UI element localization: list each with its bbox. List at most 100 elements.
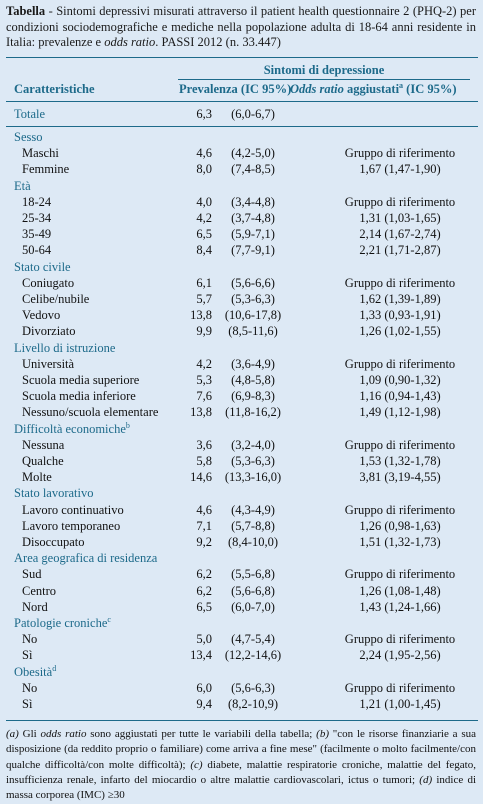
group-header: Obesitàd (14, 664, 56, 680)
row-label: Sud (22, 567, 42, 582)
odds-ratio: Gruppo di riferimento (344, 356, 456, 371)
prevalence: 7,1 (196, 518, 212, 533)
text-run: (IC 95%) (403, 82, 457, 96)
group-name: Livello di istruzione (14, 340, 116, 355)
note-mark: d (52, 663, 57, 673)
group-header: Difficoltà economicheb (14, 421, 130, 437)
prevalence-ci: (5,3-6,3) (231, 292, 275, 306)
rule (6, 101, 478, 102)
row-label: 50-64 (22, 243, 52, 258)
odds-ratio: 1,62 (1,39-1,89) (359, 292, 441, 306)
odds-ratio: 1,26 (0,98-1,63) (359, 518, 441, 533)
group-name: Area geografica di residenza (14, 551, 158, 566)
prevalence-ci: (5,3-6,3) (231, 454, 275, 468)
prevalence-ci: (13,3-16,0) (224, 470, 282, 485)
row-label: Nessuna (22, 437, 65, 452)
prevalence: 14,6 (190, 470, 212, 485)
odds-ratio: Gruppo di riferimento (344, 567, 456, 582)
odds-ratio: Gruppo di riferimento (344, 502, 456, 517)
row-label: Celibe/nubile (22, 292, 90, 306)
row-label: Università (22, 356, 75, 371)
row-label: Sì (22, 697, 33, 711)
prevalence: 4,2 (196, 211, 212, 225)
prevalence-ci: (3,4-4,8) (231, 194, 275, 209)
prevalence: 8,0 (196, 162, 212, 177)
text-run: - Sintomi depressivi misurati attraverso… (6, 4, 476, 49)
text-run: indice di massa corporea (IMC) ≥30 (6, 773, 476, 802)
text-run: sono aggiustati per tutte le variabili d… (86, 728, 317, 740)
row-label: Nord (22, 599, 48, 614)
prevalence: 6,3 (196, 107, 212, 121)
odds-ratio: Gruppo di riferimento (344, 275, 456, 290)
prevalence: 4,6 (196, 502, 212, 517)
text-run: (a) (6, 728, 19, 740)
odds-ratio: 1,26 (1,08-1,48) (359, 583, 441, 598)
row-label: No (22, 632, 38, 647)
group-header: Area geografica di residenza (14, 550, 157, 566)
prevalence-ci: (5,6-6,3) (231, 680, 275, 695)
odds-ratio: 1,26 (1,02-1,55) (359, 324, 441, 339)
prevalence: 7,6 (196, 389, 212, 404)
group-name: Obesità (14, 664, 53, 679)
footnote: (a) Gli odds ratio sono aggiustati per t… (6, 727, 476, 803)
row-label: Centro (22, 583, 57, 598)
prevalence: 6,2 (196, 583, 212, 598)
row-label: Scuola media inferiore (22, 389, 136, 404)
rule (6, 126, 478, 127)
group-header: Patologie cronichec (14, 615, 111, 631)
row-label: Sì (22, 648, 33, 663)
text-run: Tabella (6, 4, 46, 18)
odds-ratio: Gruppo di riferimento (344, 194, 456, 209)
prevalence: 4,6 (196, 146, 212, 161)
prevalence-ci: (8,2-10,9) (228, 697, 278, 711)
odds-ratio: 1,49 (1,12-1,98) (359, 405, 441, 420)
note-mark: b (125, 420, 130, 430)
table-title: Tabella - Sintomi depressivi misurati at… (6, 4, 476, 51)
odds-ratio: 1,21 (1,00-1,45) (359, 697, 441, 711)
row-label: Maschi (22, 146, 59, 161)
prevalence-ci: (12,2-14,6) (224, 648, 282, 663)
text-run: (d) (419, 773, 433, 786)
odds-ratio: 1,31 (1,03-1,65) (359, 211, 441, 225)
column-header: Odds ratio aggiustatia (IC 95%) (290, 81, 457, 97)
group-header: Sesso (14, 129, 42, 145)
row-label: Lavoro continuativo (22, 502, 124, 517)
text-run: (c) (190, 758, 203, 771)
prevalence-ci: (3,7-4,8) (231, 211, 275, 225)
prevalence-ci: (8,5-11,6) (228, 324, 278, 339)
odds-ratio: Gruppo di riferimento (344, 680, 456, 695)
row-label: Nessuno/scuola elementare (22, 405, 159, 420)
row-label: Scuola media superiore (22, 373, 140, 387)
prevalence: 8,4 (196, 243, 212, 258)
row-label: Divorziato (22, 324, 76, 339)
prevalence: 9,4 (196, 697, 212, 711)
text-run: odds ratio (40, 728, 87, 740)
text-run: Odds ratio (290, 82, 344, 96)
odds-ratio: Gruppo di riferimento (344, 146, 456, 161)
odds-ratio: 2,14 (1,67-2,74) (359, 227, 441, 242)
text-run: "con le risorse finanziarie a sua dispos… (6, 728, 476, 771)
odds-ratio: 2,24 (1,95-2,56) (359, 648, 441, 663)
prevalence-ci: (4,2-5,0) (231, 146, 275, 161)
prevalence-ci: (6,0-6,7) (231, 107, 275, 121)
row-label: Vedovo (22, 308, 61, 323)
odds-ratio: 1,43 (1,24-1,66) (359, 599, 441, 614)
odds-ratio: 1,33 (0,93-1,91) (359, 308, 441, 323)
prevalence-ci: (7,4-8,5) (231, 162, 275, 177)
prevalence-ci: (7,7-9,1) (231, 243, 275, 258)
prevalence-ci: (11,8-16,2) (225, 405, 281, 420)
prevalence: 13,4 (190, 648, 212, 663)
row-label: 35-49 (22, 227, 52, 242)
prevalence: 5,0 (196, 632, 212, 647)
row-label: Totale (14, 107, 46, 121)
odds-ratio: Gruppo di riferimento (344, 437, 456, 452)
group-name: Età (14, 178, 31, 193)
prevalence-ci: (5,6-6,6) (231, 275, 275, 290)
odds-ratio: 1,53 (1,32-1,78) (359, 454, 441, 468)
prevalence: 6,5 (196, 227, 212, 242)
prevalence: 4,0 (196, 194, 212, 209)
prevalence-ci: (8,4-10,0) (228, 535, 278, 549)
group-header: Sintomi di depressione (263, 63, 385, 77)
prevalence-ci: (10,6-17,8) (224, 308, 282, 323)
prevalence-ci: (3,2-4,0) (231, 437, 275, 452)
